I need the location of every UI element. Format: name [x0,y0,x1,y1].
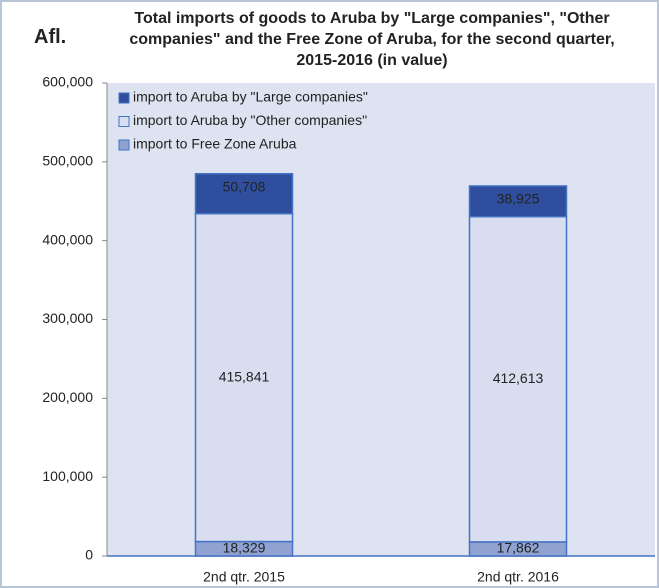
y-unit-label: Afl. [34,26,67,48]
data-label: 18,329 [223,539,266,555]
legend-label: import to Free Zone Aruba [133,136,297,152]
bar-segment [194,173,294,215]
chart-title: Total imports of goods to Aruba by "Larg… [129,10,615,69]
y-tick-label: 400,000 [42,231,93,247]
bar-segment [468,185,568,218]
bar-segment [194,212,294,543]
x-tick-label: 2nd qtr. 2015 [203,569,285,585]
y-tick-label: 200,000 [42,389,93,405]
y-tick-label: 100,000 [42,468,93,484]
data-label: 50,708 [223,178,266,194]
legend-label: import to Aruba by "Large companies" [133,89,368,105]
bar-segment [468,215,568,543]
data-label: 412,613 [493,370,544,386]
x-tick-label: 2nd qtr. 2016 [477,569,559,585]
y-tick-label: 0 [85,547,93,563]
legend-swatch [118,92,130,104]
y-tick-label: 500,000 [42,153,93,169]
y-tick-label: 600,000 [42,74,93,90]
legend-swatch [118,139,130,151]
legend-label: import to Aruba by "Other companies" [133,112,367,128]
plot-area [107,83,655,556]
data-label: 17,862 [497,540,540,556]
legend-swatch [118,116,130,127]
data-label: 415,841 [219,368,270,384]
data-label: 38,925 [497,191,540,207]
y-tick-label: 300,000 [42,310,93,326]
